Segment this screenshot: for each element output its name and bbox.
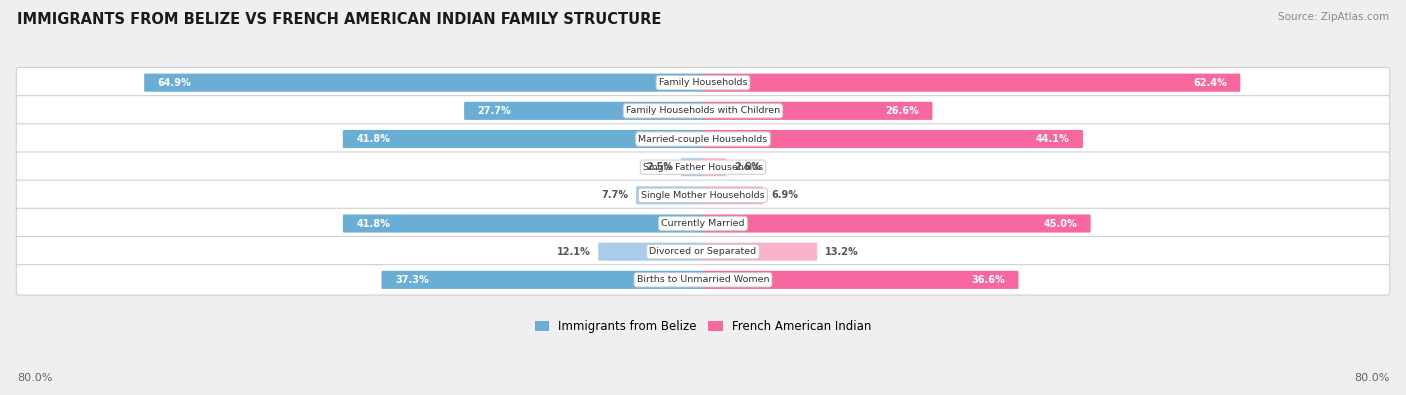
Text: 26.6%: 26.6% <box>886 106 920 116</box>
FancyBboxPatch shape <box>703 102 932 120</box>
Text: Currently Married: Currently Married <box>661 219 745 228</box>
Text: 27.7%: 27.7% <box>478 106 512 116</box>
FancyBboxPatch shape <box>343 130 703 148</box>
FancyBboxPatch shape <box>681 158 703 176</box>
Legend: Immigrants from Belize, French American Indian: Immigrants from Belize, French American … <box>530 315 876 338</box>
Text: Births to Unmarried Women: Births to Unmarried Women <box>637 275 769 284</box>
Text: 13.2%: 13.2% <box>825 246 859 257</box>
Text: 62.4%: 62.4% <box>1192 78 1227 88</box>
FancyBboxPatch shape <box>17 237 1389 267</box>
FancyBboxPatch shape <box>145 73 703 92</box>
Text: 64.9%: 64.9% <box>157 78 191 88</box>
FancyBboxPatch shape <box>381 271 703 289</box>
FancyBboxPatch shape <box>703 130 1083 148</box>
FancyBboxPatch shape <box>703 214 1091 233</box>
FancyBboxPatch shape <box>464 102 703 120</box>
FancyBboxPatch shape <box>17 124 1389 154</box>
Text: 2.5%: 2.5% <box>645 162 673 172</box>
FancyBboxPatch shape <box>598 243 703 261</box>
Text: 45.0%: 45.0% <box>1043 218 1077 228</box>
Text: Divorced or Separated: Divorced or Separated <box>650 247 756 256</box>
FancyBboxPatch shape <box>17 265 1389 295</box>
FancyBboxPatch shape <box>17 208 1389 239</box>
Text: Family Households with Children: Family Households with Children <box>626 106 780 115</box>
Text: IMMIGRANTS FROM BELIZE VS FRENCH AMERICAN INDIAN FAMILY STRUCTURE: IMMIGRANTS FROM BELIZE VS FRENCH AMERICA… <box>17 12 661 27</box>
Text: 44.1%: 44.1% <box>1036 134 1070 144</box>
FancyBboxPatch shape <box>17 180 1389 211</box>
Text: 41.8%: 41.8% <box>356 134 391 144</box>
FancyBboxPatch shape <box>17 68 1389 98</box>
Text: Single Mother Households: Single Mother Households <box>641 191 765 200</box>
FancyBboxPatch shape <box>703 186 763 204</box>
Text: Source: ZipAtlas.com: Source: ZipAtlas.com <box>1278 12 1389 22</box>
Text: 80.0%: 80.0% <box>1354 373 1389 383</box>
FancyBboxPatch shape <box>17 152 1389 182</box>
Text: Family Households: Family Households <box>659 78 747 87</box>
FancyBboxPatch shape <box>703 243 817 261</box>
Text: 36.6%: 36.6% <box>972 275 1005 285</box>
FancyBboxPatch shape <box>636 186 703 204</box>
Text: 12.1%: 12.1% <box>557 246 591 257</box>
FancyBboxPatch shape <box>703 271 1018 289</box>
FancyBboxPatch shape <box>17 96 1389 126</box>
Text: 41.8%: 41.8% <box>356 218 391 228</box>
FancyBboxPatch shape <box>703 73 1240 92</box>
Text: 80.0%: 80.0% <box>17 373 52 383</box>
Text: 7.7%: 7.7% <box>602 190 628 200</box>
FancyBboxPatch shape <box>703 158 725 176</box>
FancyBboxPatch shape <box>343 214 703 233</box>
Text: Married-couple Households: Married-couple Households <box>638 135 768 143</box>
Text: Single Father Households: Single Father Households <box>643 163 763 172</box>
Text: 6.9%: 6.9% <box>770 190 799 200</box>
Text: 37.3%: 37.3% <box>395 275 429 285</box>
Text: 2.6%: 2.6% <box>734 162 761 172</box>
